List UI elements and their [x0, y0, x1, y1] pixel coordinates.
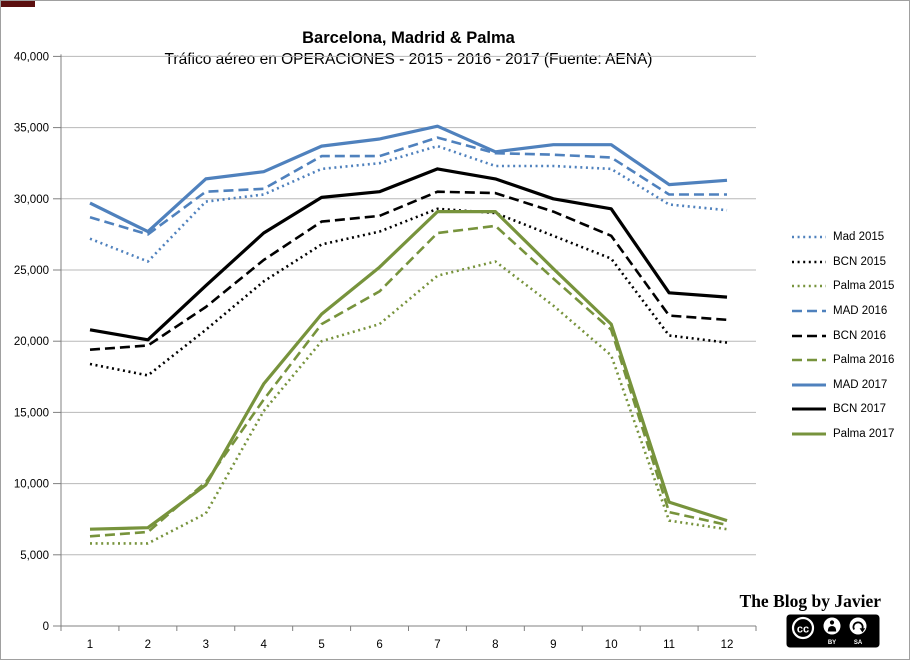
x-tick-label: 5: [318, 639, 324, 651]
legend-item-palma-2017: Palma 2017: [791, 422, 894, 447]
legend-label: BCN 2017: [833, 403, 887, 416]
svg-text:BY: BY: [828, 640, 836, 646]
y-tick-label: 25,000: [14, 265, 49, 277]
x-tick-label: 10: [605, 639, 618, 651]
x-tick-label: 3: [203, 639, 209, 651]
y-tick-label: 20,000: [14, 336, 49, 348]
legend-label: BCN 2015: [833, 255, 887, 268]
chart-title: Barcelona, Madrid & Palma: [302, 29, 515, 47]
svg-text:cc: cc: [797, 624, 809, 636]
legend-item-mad-2015: Mad 2015: [791, 225, 894, 250]
series-line-bcn-2016: [89, 190, 728, 351]
y-tick-label: 15,000: [14, 407, 49, 419]
series-line-mad-2016: [89, 136, 727, 236]
y-tick-label: 5,000: [20, 550, 49, 562]
legend-line-sample-bcn-2015: [792, 260, 826, 264]
cc-sa-icon: SA: [849, 617, 867, 646]
legend-item-bcn-2016: BCN 2016: [791, 323, 894, 348]
legend-line-sample-mad-2015: [792, 235, 826, 239]
legend-label: Palma 2017: [833, 428, 895, 441]
x-tick-label: 6: [376, 639, 382, 651]
series-line-palma-2017: [89, 210, 728, 531]
legend-line-sample-bcn-2017: [792, 407, 826, 411]
chart-legend: Mad 2015 BCN 2015 Palma 2015 MAD 2016 BCN 20…: [791, 225, 894, 446]
corner-artifact: [1, 1, 35, 7]
x-tick-label: 4: [261, 639, 268, 651]
legend-item-mad-2016: MAD 2016: [791, 299, 894, 324]
title-block: Barcelona, Madrid & Palma Tráfico aéreo …: [61, 27, 756, 71]
legend-line-sample-palma-2015: [792, 285, 826, 288]
legend-line-sample-mad-2016: [792, 309, 826, 313]
y-tick-label: 30,000: [14, 194, 49, 206]
legend-label: Palma 2016: [833, 354, 895, 367]
svg-text:SA: SA: [854, 640, 863, 646]
cc-license-badge: cc BY SA: [785, 613, 881, 649]
series-line-bcn-2015: [89, 207, 728, 377]
x-tick-label: 8: [492, 639, 498, 651]
y-tick-label: 0: [43, 621, 49, 633]
x-tick-label: 7: [434, 639, 440, 651]
legend-line-sample-palma-2017: [792, 432, 826, 436]
legend-label: MAD 2016: [833, 305, 888, 318]
x-tick-label: 12: [721, 639, 734, 651]
series-line-palma-2015: [90, 260, 728, 545]
legend-line-sample-palma-2016: [792, 358, 826, 362]
series-line-palma-2016: [89, 224, 728, 538]
cc-icon: cc: [791, 616, 815, 640]
y-tick-label: 40,000: [14, 51, 49, 63]
series-line-mad-2017: [89, 124, 728, 234]
legend-item-mad-2017: MAD 2017: [791, 373, 894, 398]
x-tick-label: 2: [145, 639, 151, 651]
legend-label: Mad 2015: [833, 231, 885, 244]
legend-label: MAD 2017: [833, 378, 888, 391]
cc-by-icon: BY: [823, 617, 841, 646]
legend-item-bcn-2015: BCN 2015: [791, 250, 894, 275]
legend-label: BCN 2016: [833, 329, 887, 342]
x-tick-label: 9: [550, 639, 556, 651]
y-tick-label: 10,000: [14, 479, 49, 491]
x-tick-label: 1: [87, 639, 93, 651]
x-tick-label: 11: [663, 639, 675, 651]
legend-item-bcn-2017: BCN 2017: [791, 397, 894, 422]
legend-line-sample-mad-2017: [792, 383, 826, 387]
legend-item-palma-2015: Palma 2015: [791, 274, 894, 299]
series-line-bcn-2017: [89, 167, 728, 342]
watermark-text: The Blog by Javier: [739, 591, 881, 611]
chart-subtitle: Tráfico aéreo en OPERACIONES - 2015 - 20…: [164, 51, 653, 68]
legend-item-palma-2016: Palma 2016: [791, 348, 894, 373]
y-tick-label: 35,000: [14, 123, 49, 135]
legend-line-sample-bcn-2016: [792, 334, 826, 337]
legend-label: Palma 2015: [833, 280, 895, 293]
